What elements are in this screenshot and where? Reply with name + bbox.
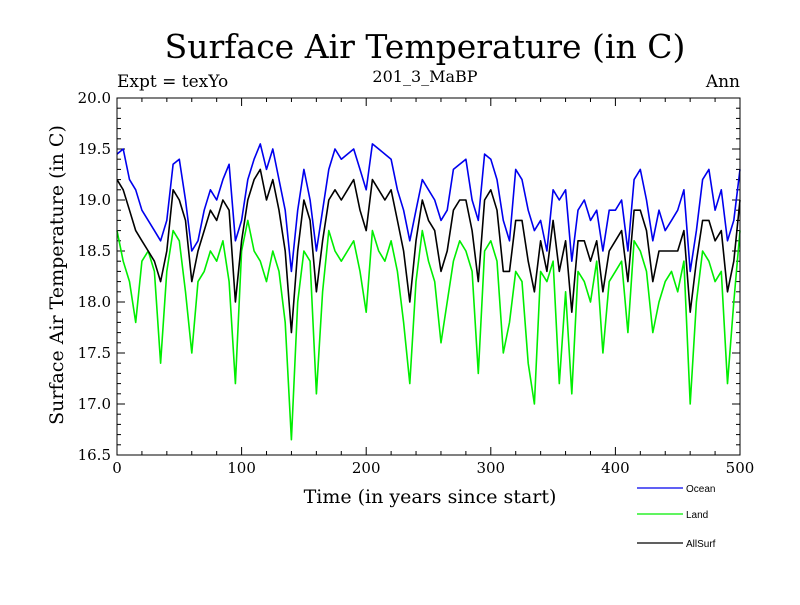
annotation-right: Ann [705, 72, 740, 92]
series-layer [116, 143, 741, 441]
legend-label-ocean: Ocean [686, 484, 715, 495]
y-tick-label: 17.5 [78, 344, 111, 362]
legend-label-land: Land [686, 510, 708, 521]
x-tick-label: 200 [352, 459, 381, 477]
series-line-land [116, 219, 741, 441]
y-tick-label: 17.0 [78, 395, 111, 413]
x-tick-label: 400 [601, 459, 630, 477]
y-tick-label: 19.0 [78, 191, 111, 209]
x-tick-label: 100 [227, 459, 256, 477]
legend: Ocean Land AllSurf [637, 484, 716, 550]
y-tick-label: 19.5 [78, 140, 111, 158]
x-axis-label: Time (in years since start) [304, 486, 557, 508]
y-tick-label: 16.5 [78, 446, 111, 464]
chart-title: Surface Air Temperature (in C) [165, 27, 686, 66]
y-axis-label: Surface Air Temperature (in C) [46, 125, 68, 425]
x-tick-label: 0 [112, 459, 122, 477]
y-tick-label: 20.0 [78, 89, 111, 107]
legend-label-allsurf: AllSurf [686, 539, 716, 550]
chart-subtitle: 201_3_MaBP [372, 67, 477, 86]
annotation-left: Expt = texYo [117, 72, 228, 92]
series-line-allsurf [116, 168, 741, 334]
x-tick-label: 500 [726, 459, 755, 477]
x-tick-label: 300 [476, 459, 505, 477]
series-line-ocean [116, 143, 741, 273]
y-tick-label: 18.5 [78, 242, 111, 260]
y-tick-label: 18.0 [78, 293, 111, 311]
plot-frame [116, 97, 741, 456]
ticks-layer: 0 100 200 300 400 500 16.5 17.0 17.5 18.0 18.5 19.0… [78, 89, 755, 477]
